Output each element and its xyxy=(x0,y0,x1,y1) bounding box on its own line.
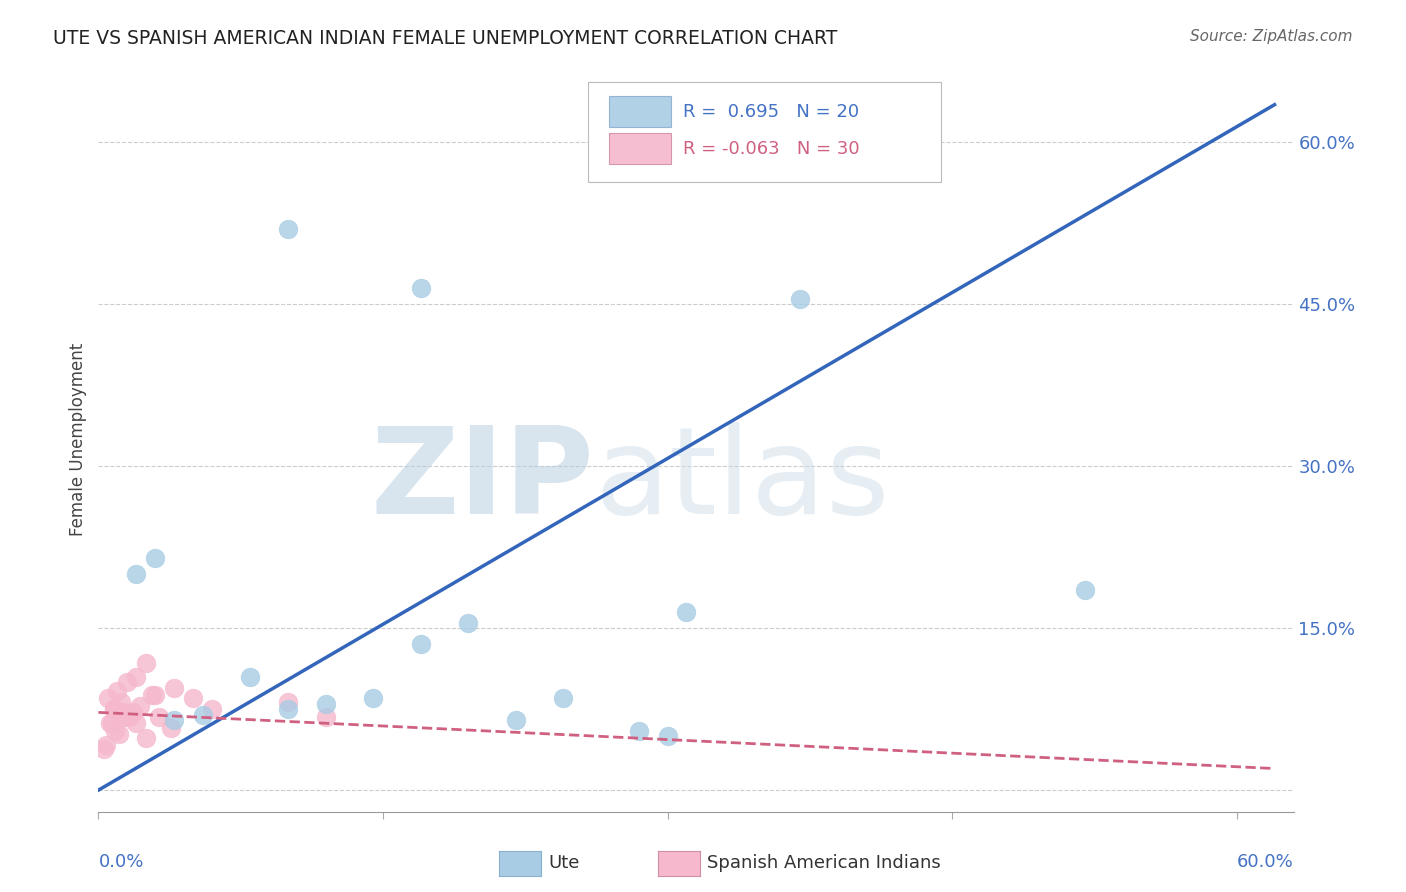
Point xyxy=(125,670,148,684)
FancyBboxPatch shape xyxy=(609,133,671,164)
Text: Source: ZipAtlas.com: Source: ZipAtlas.com xyxy=(1189,29,1353,44)
Text: Ute: Ute xyxy=(548,854,579,871)
Text: UTE VS SPANISH AMERICAN INDIAN FEMALE UNEMPLOYMENT CORRELATION CHART: UTE VS SPANISH AMERICAN INDIAN FEMALE UN… xyxy=(53,29,838,47)
Point xyxy=(93,742,115,756)
Point xyxy=(112,706,135,720)
Point xyxy=(121,706,143,720)
Point xyxy=(675,605,697,619)
Point xyxy=(100,716,122,731)
Point xyxy=(315,710,337,724)
Point xyxy=(163,681,186,695)
Point xyxy=(135,656,157,670)
Point xyxy=(163,713,186,727)
Point xyxy=(277,222,299,236)
Point xyxy=(143,551,166,566)
Point xyxy=(277,702,299,716)
Point xyxy=(363,691,385,706)
Point xyxy=(148,710,170,724)
Y-axis label: Female Unemployment: Female Unemployment xyxy=(69,343,87,536)
Point xyxy=(143,688,166,702)
Point xyxy=(315,697,337,711)
Text: R =  0.695   N = 20: R = 0.695 N = 20 xyxy=(683,103,859,120)
Point xyxy=(125,567,148,582)
Point xyxy=(846,130,869,145)
Point xyxy=(657,729,679,743)
FancyBboxPatch shape xyxy=(609,96,671,128)
Text: atlas: atlas xyxy=(595,422,890,539)
Point xyxy=(118,710,141,724)
Point xyxy=(409,281,432,295)
Point xyxy=(135,731,157,746)
Point xyxy=(98,716,121,731)
Point xyxy=(125,716,148,731)
Point xyxy=(159,721,181,735)
Text: 0.0%: 0.0% xyxy=(98,853,143,871)
Point xyxy=(94,738,117,752)
Point xyxy=(181,691,204,706)
Text: Spanish American Indians: Spanish American Indians xyxy=(707,854,941,871)
Point xyxy=(104,723,127,738)
FancyBboxPatch shape xyxy=(589,82,941,182)
Point xyxy=(129,698,152,713)
Point xyxy=(114,710,136,724)
Point xyxy=(457,615,479,630)
Point xyxy=(105,683,128,698)
Text: R = -0.063   N = 30: R = -0.063 N = 30 xyxy=(683,140,859,158)
Point xyxy=(110,695,132,709)
Point xyxy=(553,691,575,706)
Point xyxy=(141,688,163,702)
Point xyxy=(628,723,651,738)
Point xyxy=(115,675,138,690)
Point xyxy=(409,637,432,651)
Point xyxy=(505,713,527,727)
Point xyxy=(239,670,262,684)
Point xyxy=(1074,583,1097,598)
Point xyxy=(277,695,299,709)
Point xyxy=(103,702,125,716)
Point xyxy=(789,292,811,306)
Text: 60.0%: 60.0% xyxy=(1237,853,1294,871)
Text: ZIP: ZIP xyxy=(371,422,595,539)
Point xyxy=(201,702,224,716)
Point xyxy=(191,707,214,722)
Point xyxy=(108,727,131,741)
Point xyxy=(97,691,120,706)
Point xyxy=(103,702,125,716)
